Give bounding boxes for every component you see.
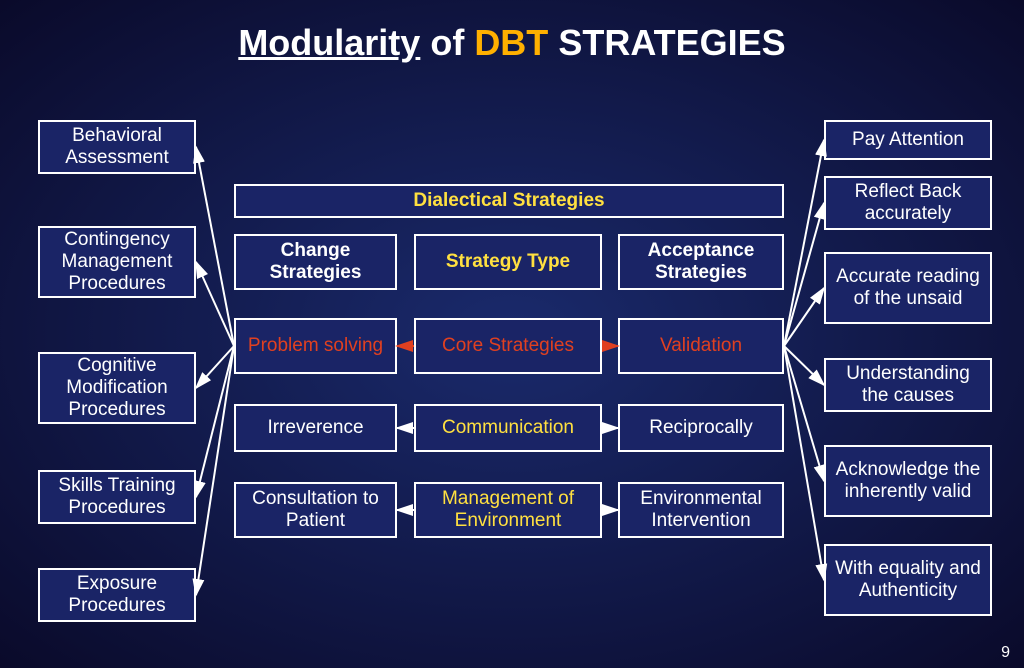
right-box-4: Acknowledge the inherently valid bbox=[824, 445, 992, 517]
row3-col1: Communication bbox=[414, 404, 602, 452]
left-box-4: Exposure Procedures bbox=[38, 568, 196, 622]
right-box-5: With equality and Authenticity bbox=[824, 544, 992, 616]
row2-col1: Core Strategies bbox=[414, 318, 602, 374]
title-accent: DBT bbox=[474, 22, 548, 63]
right-box-0: Pay Attention bbox=[824, 120, 992, 160]
row4-col0: Consultation to Patient bbox=[234, 482, 397, 538]
row4-col1: Management of Environment bbox=[414, 482, 602, 538]
right-box-3: Understanding the causes bbox=[824, 358, 992, 412]
row1-col0: Change Strategies bbox=[234, 234, 397, 290]
row2-col0: Problem solving bbox=[234, 318, 397, 374]
right-box-1: Reflect Back accurately bbox=[824, 176, 992, 230]
title-underline: Modularity bbox=[238, 22, 420, 63]
row1-col2: Acceptance Strategies bbox=[618, 234, 784, 290]
left-box-1: Contingency Management Procedures bbox=[38, 226, 196, 298]
row4-col2: Environmental Intervention bbox=[618, 482, 784, 538]
row1-col1: Strategy Type bbox=[414, 234, 602, 290]
left-box-0: Behavioral Assessment bbox=[38, 120, 196, 174]
page-number: 9 bbox=[1001, 644, 1010, 662]
row3-col0: Irreverence bbox=[234, 404, 397, 452]
row2-col2: Validation bbox=[618, 318, 784, 374]
left-box-2: Cognitive Modification Procedures bbox=[38, 352, 196, 424]
left-box-3: Skills Training Procedures bbox=[38, 470, 196, 524]
right-box-2: Accurate reading of the unsaid bbox=[824, 252, 992, 324]
slide-title: Modularity of DBT STRATEGIES bbox=[0, 0, 1024, 64]
row3-col2: Reciprocally bbox=[618, 404, 784, 452]
dialectical-strategies: Dialectical Strategies bbox=[234, 184, 784, 218]
